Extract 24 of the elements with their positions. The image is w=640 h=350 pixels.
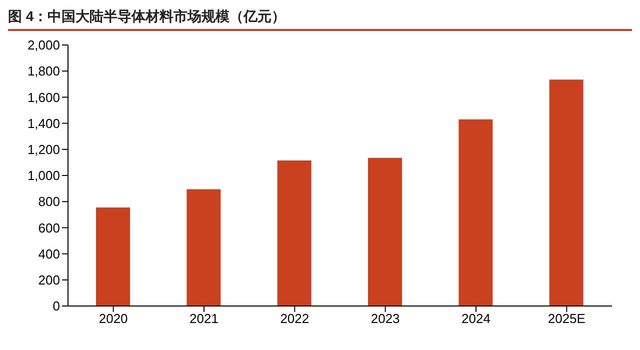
- y-tick-label: 1,600: [27, 90, 60, 105]
- x-tick-label: 2022: [280, 311, 310, 326]
- x-tick-label: 2021: [190, 311, 218, 326]
- y-tick-label: 600: [38, 220, 60, 236]
- bar: [277, 160, 312, 306]
- y-tick-label: 0: [52, 298, 60, 314]
- y-tick-label: 1,200: [27, 142, 60, 158]
- y-tick-label: 400: [38, 246, 60, 262]
- bar: [458, 119, 493, 306]
- x-tick-label: 2023: [370, 311, 400, 326]
- x-tick-label: 2024: [462, 311, 490, 326]
- y-tick-label: 200: [38, 272, 60, 288]
- x-tick-label: 2025E: [548, 311, 586, 326]
- bar: [549, 80, 584, 306]
- bar: [96, 207, 130, 306]
- x-tick-label: 2020: [98, 311, 128, 326]
- chart-title: 图 4：中国大陆半导体材料市场规模（亿元）: [8, 8, 632, 31]
- y-tick-label: 1,000: [27, 168, 60, 184]
- y-tick-label: 1,400: [27, 116, 60, 131]
- y-tick-label: 1,800: [27, 64, 60, 79]
- bar: [368, 158, 402, 306]
- y-tick-label: 800: [38, 194, 60, 210]
- bar: [186, 189, 221, 306]
- y-tick-label: 2,000: [27, 38, 60, 53]
